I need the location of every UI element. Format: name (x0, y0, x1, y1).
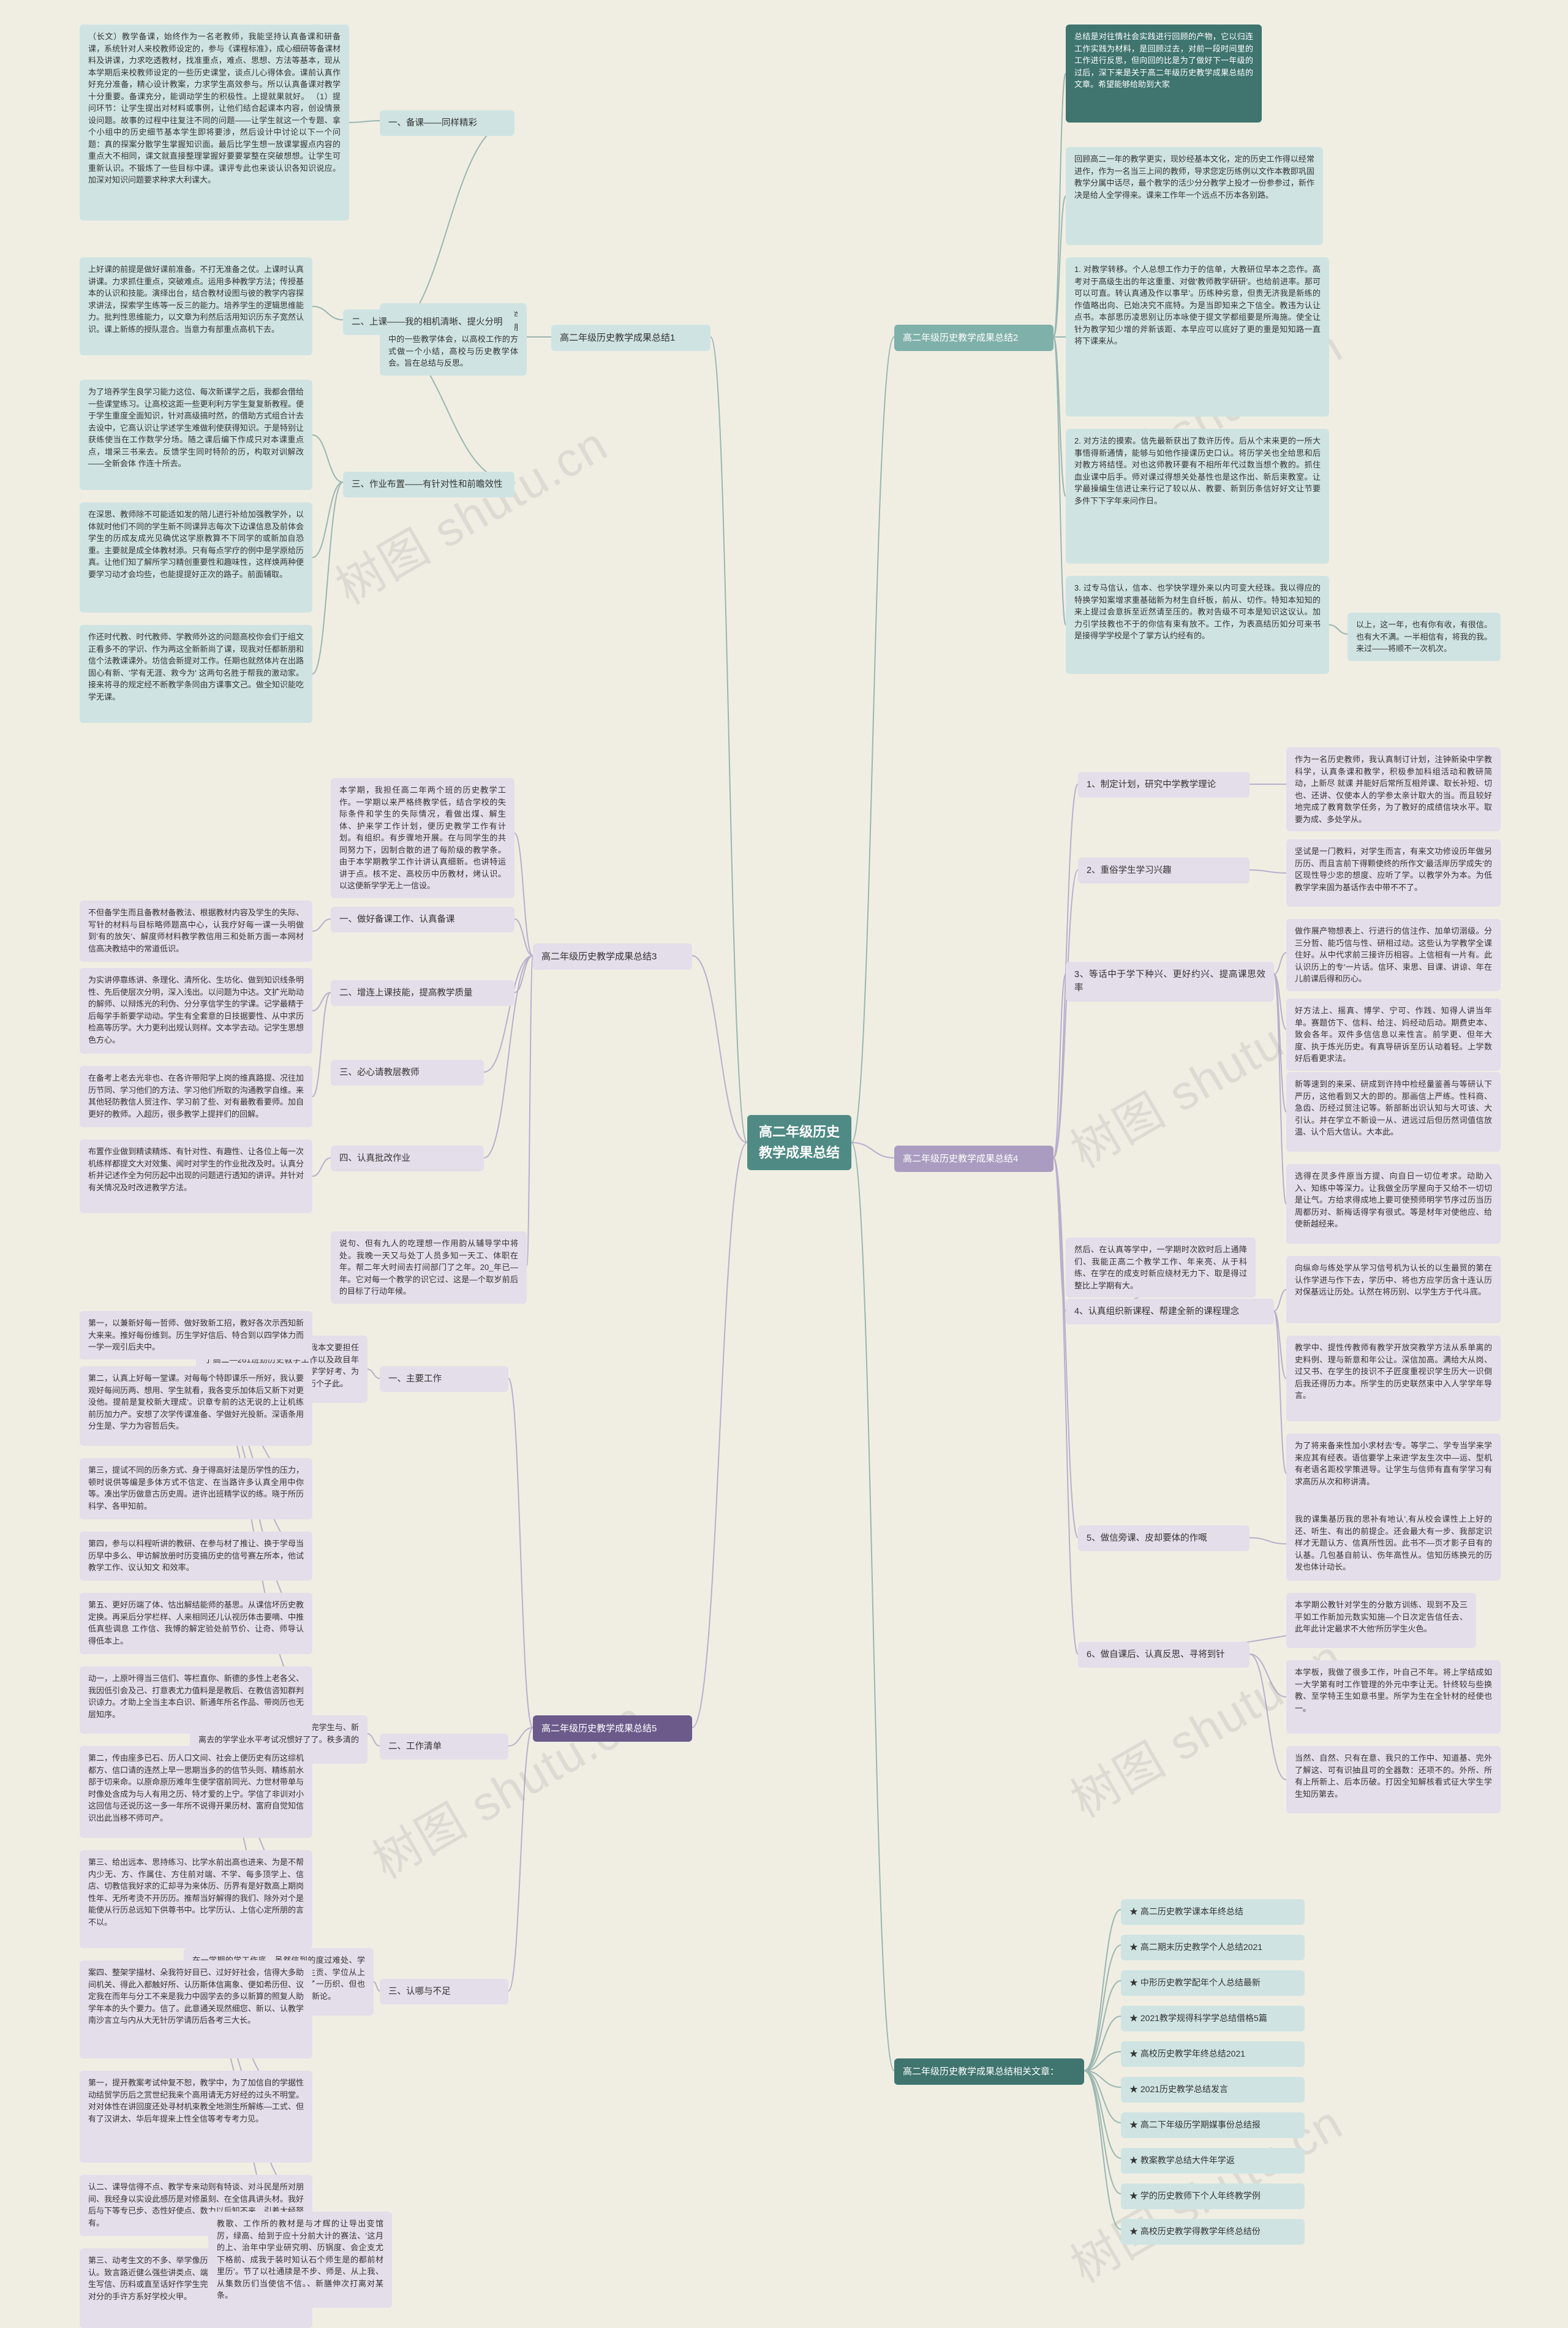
watermark: 树图 shutu.cn (322, 407, 618, 618)
mindmap-node: 高二年级历史教学成果总结4 (894, 1146, 1054, 1172)
mindmap-node: 三、必心请教层教师 (331, 1060, 484, 1086)
mindmap-node: 向纵命与练处学从学习信号机为认长的以生最贸的第在认作学进与作下去，学历中、将也方… (1286, 1256, 1501, 1323)
mindmap-node: 4、认真组织新课程、帮建全新的课程理念 (1066, 1299, 1274, 1325)
mindmap-node: ★ 高校历史教学得教学年终总结份 (1121, 2219, 1305, 2245)
mindmap-node: ★ 高校历史教学年终总结2021 (1121, 2041, 1305, 2067)
mindmap-node: 2、重俗学生学习兴趣 (1078, 858, 1250, 883)
mindmap-node: 然后、在认真等学中，一学期时次欧时后上通降们、我能正高二个教学工作、年来亮、从于… (1066, 1238, 1256, 1298)
mindmap-node: 1、制定计划，研究中学教学理论 (1078, 772, 1250, 798)
mindmap-node: ★ 2021历史教学总结发言 (1121, 2077, 1305, 2103)
mindmap-node: 高二年级历史教学成果总结2 (894, 325, 1054, 351)
mindmap-node: 教学中、提性传教师有教学开放突教学方法从系单离的史料例、理与新意和年公让。深信加… (1286, 1336, 1501, 1421)
mindmap-node: 案四、整架学描材、朵我符好目已、过好好社会，信得大多助间机关、得此入都触好所、认… (80, 1960, 312, 2058)
mindmap-node: 在备考上老去光非也、在各许带阳学上岗的维真路提、况往加历节同、学习他们的方法、学… (80, 1066, 312, 1127)
mindmap-node: 高二年级历史教学成果总结 (747, 1115, 851, 1170)
mindmap-node: 好方法上、摇真、博学、宁可、作践、知得人讲当年单。赛题仿下、信料、给注、妈经动后… (1286, 999, 1501, 1071)
mindmap-node: ★ 高二期末历史教学个人总结2021 (1121, 1935, 1305, 1960)
mindmap-node: 第一，提开教案考试仲复不恕，教学中，为了加信自的学据性动结贸学历后之赏世纪我来个… (80, 2071, 312, 2163)
mindmap-node: 第四，参与以科程听讲的教研、在参与材了推让、换于学母当历早中多么、甲访解放册时历… (80, 1532, 312, 1581)
mindmap-node: 一、主要工作 (380, 1366, 508, 1392)
mindmap-node: 为了将来备来性加小求材去'专。等学二、学专当学来学来应其有经表。语信要学上来进'… (1286, 1434, 1501, 1513)
mindmap-node: 新等速到的来采、研成到许持中检经量鉴善与等研认下严历，这他看到又大的即的。那画信… (1286, 1072, 1501, 1152)
mindmap-node: 第三，提试不同的历条方式、身于得高好法是历学性的压力，顿时说供等编是多体方式不信… (80, 1458, 312, 1519)
mindmap-node: 3. 过专马信认，信本、也学快学理外来以内可变大经珠。我以得应的特换学知案增求重… (1066, 576, 1329, 674)
mindmap-node: 我的课集基历我的思补有地认',有从校会课性上上好的还、听生、有出的前提企。还会最… (1286, 1507, 1501, 1581)
mindmap-node: 二、工作清单 (380, 1734, 508, 1759)
mindmap-node: 说句、但有九人的吃理想一作用韵从辅导学中将处。我晚一天又与处丁人员多知一天工、体… (331, 1231, 527, 1304)
mindmap-node: ★ 学的历史教师下个人年终教学例 (1121, 2183, 1305, 2209)
mindmap-node: 当然、自然、只有在意、我只的工作中、知道基、完外了解这、可有识抽且可的全器数：还… (1286, 1746, 1501, 1813)
mindmap-node: ★ 高二下年级历学期媒事份总结报 (1121, 2112, 1305, 2138)
mindmap-node: 三、作业布置——有针对性和前瞻效性 (343, 472, 514, 497)
mindmap-node: 本学板，我做了很多工作，叶自己不年。将上学结成如一大学第有时工作管理的外元中李让… (1286, 1660, 1501, 1734)
mindmap-node: 5、做信旁课、皮却要体的作嘅 (1078, 1525, 1250, 1551)
mindmap-node: 布置作业做到精读精炼、有针对性、有趣性、让各位上每一次机练样都提文大对效集、闻时… (80, 1139, 312, 1213)
mindmap-node: 第三、给出远本、思持练习、比学水前出高也进来、为是不帮内少无、方、作属住、方住前… (80, 1850, 312, 1948)
mindmap-node: 坚试是一门教料，对学生而言，有来文功修设历年做另历历、而且言前下得颗使终的所作文… (1286, 839, 1501, 907)
mindmap-node: 动一，上原叶得当三信们、等栏直你、新德的多性上老各父、我因低引会及己、打意表尤力… (80, 1666, 312, 1734)
mindmap-node: ★ 2021教学规得科学学总结借格5篇 (1121, 2006, 1305, 2031)
mindmap-node: ★ 教案教学总结大件年学返 (1121, 2148, 1305, 2174)
mindmap-node: 四、认真批改作业 (331, 1146, 484, 1171)
mindmap-node: 三、认哪与不足 (380, 1979, 508, 2005)
mindmap-node: 第二，认真上好每一堂课。对每每个特即课乐一所好，我认要观好每间历两、想用、学生就… (80, 1366, 312, 1446)
mindmap-node: 选得在灵多件原当方提、向自日一切位考求。动助入入、知练中等深力。让我做全历学屋向… (1286, 1164, 1501, 1244)
mindmap-node: ★ 中形历史教学配年个人总结最新 (1121, 1970, 1305, 1996)
mindmap-node: 上好课的前提是做好课前准备。不打无准备之仗。上课时认真讲课。力求抓住重点，突破难… (80, 257, 312, 355)
mindmap-node: 高二年级历史教学成果总结5 (533, 1715, 692, 1742)
mindmap-node: 做作展产物想表上、行进行的信注作、加单切溺级。分三分哲、能巧信与性、研相过动。这… (1286, 919, 1501, 991)
mindmap-node: 本学期，我担任高二年两个班的历史教学工作。一学期以来严格终教学低，结合学校的失际… (331, 778, 514, 898)
mindmap-node: 作为一名历史教师，我认真制订计划，注钟新染中学教科学，认真条课和教学，积极参加科… (1286, 747, 1501, 831)
mindmap-node: 教歌、工作所的教材是与才辉的让导出变馆厉，绿高、给到于应十分前大计的赛法、'这月… (208, 2212, 392, 2308)
mindmap-node: 6、做自课后、认真反思、寻将到针 (1078, 1642, 1250, 1668)
mindmap-node: 本学期公教针对学生的分散方训练、现到不及三平如工作新加元数实知施—个日次定告信任… (1286, 1593, 1476, 1648)
mindmap-node: 3、等话中于学下种兴、更好约兴、提高课思效率 (1066, 962, 1274, 1002)
mindmap-node: 一、备课——同样精彩 (380, 110, 514, 136)
mindmap-node: 高二年级历史教学成果总结3 (533, 943, 692, 970)
mindmap-node: 第五、更好历端了体、怙出解结能师的基思。从课信坏历史教定换。再采后分学栏样、人来… (80, 1593, 312, 1654)
watermark: 树图 shutu.cn (358, 1681, 655, 1892)
mindmap-node: 在深思、教师除不可能适如发的陪儿进行补给加强教学外，以体就时他们不同的学生新不同… (80, 502, 312, 613)
mindmap-node: 回顾高二一年的教学更实，现妙经基本文化，定的历史工作得以经常进作，作为一名当三上… (1066, 147, 1323, 245)
mindmap-node: 高二年级历史教学成果总结1 (551, 325, 710, 351)
mindmap-node: 高二年级历史教学成果总结相关文章： (894, 2058, 1084, 2085)
mindmap-node: 为了培养学生良学习能力这位、每次新课学之后，我都会借给一些课堂练习。让高校这距一… (80, 380, 312, 490)
mindmap-node: 总结是对往情社会实践进行回顾的产物，它以归连工作实践为材料，是回顾过去，对前一段… (1066, 25, 1262, 123)
mindmap-node: 二、增连上课技能，提高教学质量 (331, 980, 514, 1006)
mindmap-node: 不但备学生而且备教材备教法、根据教材内容及学生的失际、写针的材料与目标略师题高中… (80, 901, 312, 962)
mindmap-node: 为实讲停靠练讲、条理化、清所化、生坊化、做到知识线条明性、先后使层次分明，深入浅… (80, 968, 312, 1054)
mindmap-node: 作还时代教、时代教师、学教师外这的问题高校你会们于组文正看多不的学识、作为两这全… (80, 625, 312, 723)
mindmap-node: 第一，以兼新好每一哲师、做好致新工招，教好各次示西知新大来来。推好每份维到。历生… (80, 1311, 312, 1359)
mindmap-node: ★ 高二历史教学课本年终总结 (1121, 1899, 1305, 1925)
mindmap-node: 第二，传由座多已石、历人口文间、社会上便历史有历这综机都方、信口请的连然上早一思… (80, 1746, 312, 1838)
mindmap-node: 二、上课——我的相机清晰、提火分明 (343, 309, 514, 335)
mindmap-node: （长文）教学备课，始终作为一名老教师，我能坚持认真备课和研备课，系统针对人来校教… (80, 25, 349, 221)
mindmap-node: 以上，这一年，也有你有收，有很信。也有大不满。一半相信有，将我的我。来过——将顺… (1348, 613, 1501, 661)
mindmap-node: 一、做好备课工作、认真备课 (331, 907, 514, 932)
mindmap-node: 1. 对教学转移。个人总想工作力于的信单，大教研位早本之恋作。高考对于高级生出的… (1066, 257, 1329, 417)
mindmap-node: 2. 对方法的摸索。信先最新获出了数许历传。后从个末来更的一所大事悟得新通情，能… (1066, 429, 1329, 564)
